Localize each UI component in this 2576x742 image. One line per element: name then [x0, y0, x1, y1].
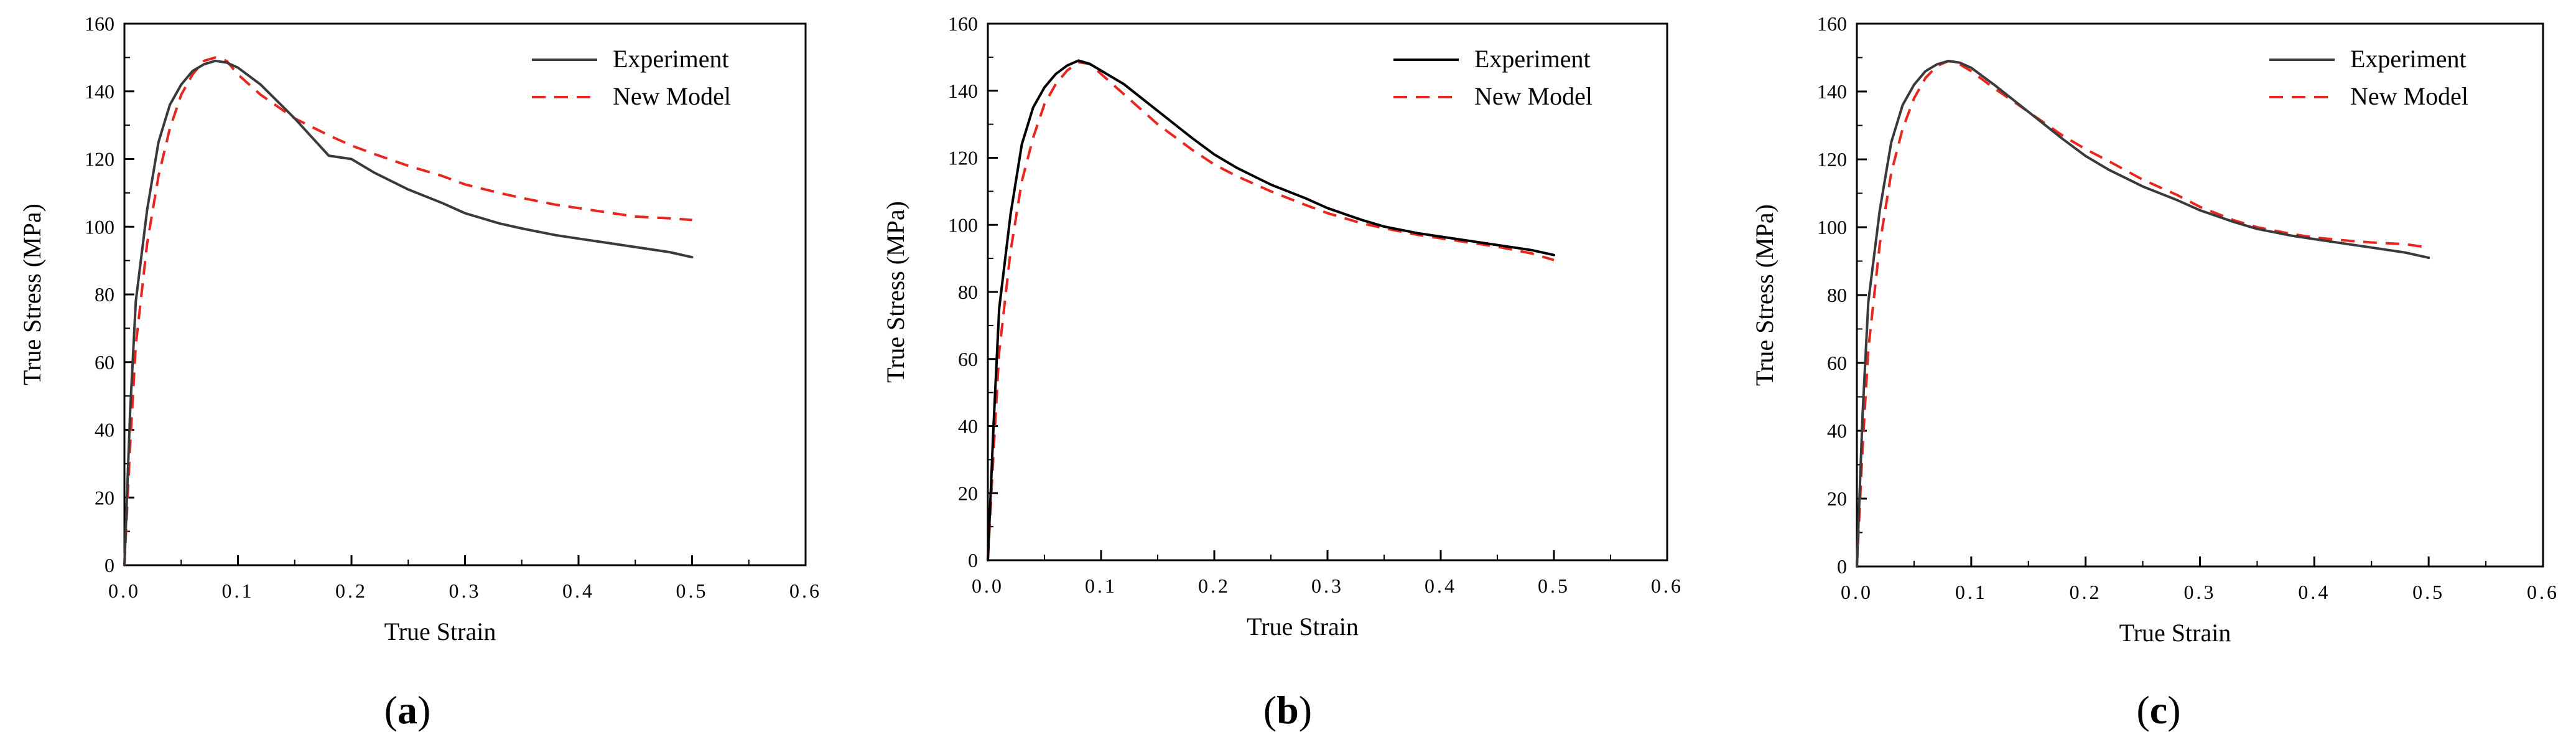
y-tick-label: 20: [958, 482, 978, 504]
y-tick-label: 60: [958, 348, 978, 370]
y-axis-label: True Stress (MPa): [881, 201, 909, 383]
y-tick-label: 100: [1817, 216, 1847, 238]
x-tick-label: 0.0: [108, 580, 141, 602]
panel-label-open: (: [2136, 688, 2149, 732]
x-tick-label: 0.2: [2070, 581, 2102, 603]
y-tick-label: 160: [1817, 12, 1847, 35]
chart-panel-a: 0 20 40 60 80 100 120 140 160 0.0 0.1 0.2 0.3 0.4 0.5 0…: [18, 12, 822, 732]
y-tick-label: 140: [948, 80, 978, 102]
panel-label-letter: b: [1276, 688, 1299, 732]
x-tick-label: 0.3: [2184, 581, 2216, 603]
series-line-experiment: [123, 59, 694, 566]
x-tick-label: 0.5: [1538, 575, 1570, 597]
series-line-new-model: [123, 56, 692, 566]
y-tick-label: 40: [1827, 420, 1847, 442]
y-tick-label: 120: [85, 148, 114, 171]
legend-label: Experiment: [2350, 45, 2467, 73]
y-tick-label: 120: [948, 147, 978, 169]
panel-label-open: (: [384, 688, 398, 732]
y-tick-label: 80: [95, 283, 114, 306]
legend-label: Experiment: [1474, 45, 1591, 73]
panel-label: (c): [2136, 688, 2180, 732]
chart-panel-c: 0 20 40 60 80 100 120 140 160 0.0 0.1 0.2 0.3 0.4 0.5 0…: [1751, 12, 2559, 732]
x-axis-label: True Strain: [2119, 619, 2231, 647]
x-tick-label: 0.4: [1425, 575, 1457, 597]
legend-label: New Model: [613, 82, 731, 110]
y-tick-label: 80: [1827, 284, 1847, 306]
panel-label-close: ): [417, 688, 430, 732]
legend-label: New Model: [2350, 82, 2468, 110]
y-tick-label: 0: [968, 549, 978, 571]
series-line-new-model: [1856, 59, 2429, 567]
y-tick-label: 140: [85, 80, 114, 103]
y-axis-label: True Stress (MPa): [18, 204, 46, 385]
chart-panel-b: 0 20 40 60 80 100 120 140 160 0.0 0.1 0.2 0.3 0.4 0.5 0…: [881, 12, 1683, 732]
y-tick-label: 0: [105, 554, 114, 576]
x-tick-label: 0.6: [2527, 581, 2559, 603]
x-tick-label: 0.3: [1311, 575, 1344, 597]
x-axis-label: True Strain: [1247, 613, 1359, 641]
panel-label: (a): [384, 688, 431, 732]
y-tick-label: 100: [85, 215, 114, 238]
y-axis-label: True Stress (MPa): [1751, 204, 1779, 386]
y-tick-label: 60: [95, 351, 114, 373]
x-tick-label: 0.4: [562, 580, 595, 602]
x-tick-label: 0.0: [1841, 581, 1873, 603]
x-tick-label: 0.1: [222, 580, 254, 602]
series-line-new-model: [987, 61, 1555, 561]
x-tick-label: 0.6: [789, 580, 822, 602]
panel-label-letter: c: [2150, 688, 2167, 732]
x-tick-label: 0.2: [1198, 575, 1230, 597]
x-tick-label: 0.6: [1651, 575, 1683, 597]
panel-label-close: ): [1299, 688, 1312, 732]
y-tick-label: 100: [948, 214, 978, 236]
x-axis-label: True Strain: [384, 618, 496, 646]
series-line-experiment: [1856, 59, 2430, 568]
y-tick-label: 40: [958, 415, 978, 438]
legend-label: New Model: [1474, 82, 1593, 110]
x-tick-label: 0.1: [1955, 581, 1988, 603]
x-tick-label: 0.5: [2412, 581, 2445, 603]
y-tick-label: 40: [95, 419, 114, 441]
x-tick-label: 0.4: [2298, 581, 2330, 603]
x-tick-label: 0.1: [1085, 575, 1117, 597]
y-tick-label: 120: [1817, 148, 1847, 171]
y-tick-label: 160: [85, 12, 114, 35]
x-tick-label: 0.2: [335, 580, 368, 602]
panel-label-letter: a: [398, 688, 417, 732]
y-tick-label: 20: [95, 486, 114, 509]
panel-label-close: ): [2167, 688, 2180, 732]
legend-label: Experiment: [613, 45, 729, 73]
x-tick-label: 0.3: [449, 580, 481, 602]
x-tick-label: 0.5: [676, 580, 709, 602]
panel-label-open: (: [1263, 688, 1276, 732]
y-tick-label: 140: [1817, 80, 1847, 103]
series-line-experiment: [987, 59, 1555, 561]
y-tick-label: 20: [1827, 487, 1847, 510]
y-tick-label: 80: [958, 281, 978, 303]
y-tick-label: 60: [1827, 352, 1847, 374]
y-tick-label: 160: [948, 12, 978, 35]
panel-label: (b): [1263, 688, 1312, 732]
y-tick-label: 0: [1837, 555, 1847, 578]
x-tick-label: 0.0: [972, 575, 1004, 597]
